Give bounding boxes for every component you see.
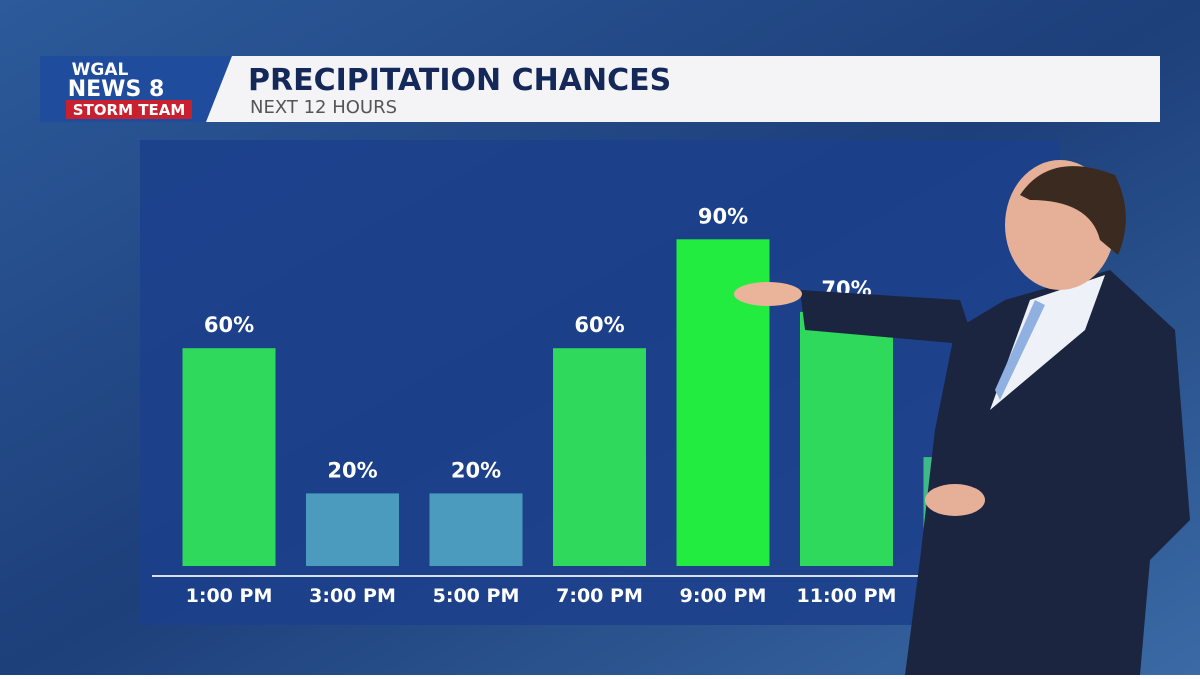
arm [800, 290, 975, 345]
x-tick-label: 3:00 PM [309, 585, 396, 607]
x-tick-label: 9:00 PM [680, 585, 767, 607]
value-label: 60% [574, 313, 624, 337]
hand [734, 282, 802, 306]
hair [1020, 166, 1126, 255]
x-tick-label: 11:00 PM [797, 585, 897, 607]
value-label: 90% [698, 204, 748, 228]
value-label: 20% [327, 458, 377, 482]
x-tick-label: 7:00 PM [556, 585, 643, 607]
x-tick-label: 1:00 PM [186, 585, 273, 607]
chart-title: PRECIPITATION CHANCES [248, 63, 671, 98]
shirt [990, 275, 1105, 410]
bar [553, 348, 646, 566]
logo-text: WGAL [72, 60, 129, 80]
bar [306, 493, 399, 566]
logo-text: NEWS 8 [68, 77, 165, 102]
suit [905, 270, 1190, 675]
chart-subtitle: NEXT 12 HOURS [250, 97, 397, 118]
bar [429, 493, 523, 566]
presenter [734, 160, 1190, 675]
bar [182, 348, 276, 566]
logo-text: STORM TEAM [73, 101, 186, 119]
value-label: 20% [451, 458, 501, 482]
hand [925, 484, 985, 516]
bars: 60% 1:00 PM 20% 3:00 PM 20% 5:00 PM 60% 7:00 PM… [182, 204, 1017, 607]
tie [995, 300, 1045, 400]
value-label: 60% [204, 313, 254, 337]
bar [800, 311, 893, 566]
logo-band [66, 100, 192, 119]
x-tick-label: 5:00 PM [433, 585, 520, 607]
